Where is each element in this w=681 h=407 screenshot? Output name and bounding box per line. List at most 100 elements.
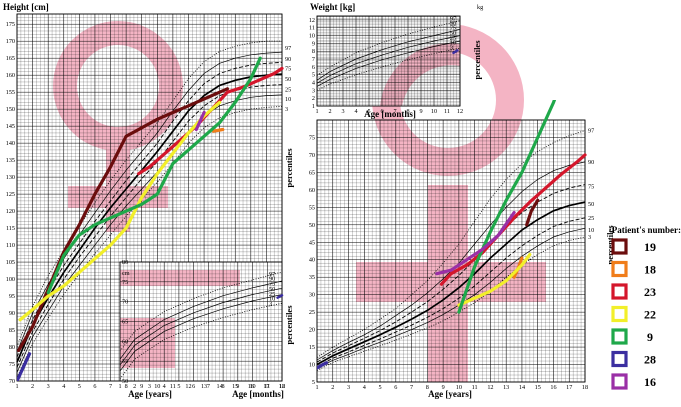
patient-28-curve: [276, 294, 284, 299]
y-tick-label: 9: [312, 40, 315, 47]
y-tick-label: 145: [6, 123, 15, 130]
legend-swatch-18: [611, 260, 628, 278]
inset-cm-label: cm: [122, 270, 130, 277]
grid-height-months: [119, 261, 283, 382]
x-tick-label: 5: [177, 383, 180, 390]
percentile-label-50: 50: [450, 30, 456, 37]
x-tick-label: 4: [354, 108, 357, 115]
percentile-3-curve: [16, 106, 283, 378]
y-tick-label: 55: [309, 204, 315, 211]
percentile-label-10: 10: [588, 227, 594, 234]
y-tick-label: 7: [312, 56, 315, 63]
y-tick-label: 50: [309, 222, 315, 229]
y-tick-label: 90: [9, 310, 15, 317]
y-tick-label: 35: [309, 274, 315, 281]
legend-swatch-19: [611, 238, 628, 255]
percentile-label-75: 75: [588, 183, 594, 190]
y-tick-label: 125: [6, 191, 15, 198]
x-tick-label: 9: [140, 383, 143, 390]
percentile-label-90: 90: [588, 159, 594, 166]
patient-curves-weight-years: [317, 100, 587, 370]
x-tick-label: 7: [109, 383, 112, 390]
x-tick-label: 12: [457, 108, 463, 115]
patient-28-curve: [317, 361, 329, 370]
y-tick-label: 80: [122, 259, 128, 266]
x-tick-label: 2: [328, 108, 331, 115]
x-tick-label: 4: [163, 383, 166, 390]
percentile-label-25: 25: [285, 86, 291, 93]
x-tick-label: 2: [331, 384, 334, 391]
x-tick-label: 3: [47, 383, 50, 390]
x-tick-label: 17: [263, 383, 269, 390]
y-tick-label: 95: [9, 293, 15, 300]
patient-28-curve: [452, 49, 459, 55]
percentile-label-10: 10: [269, 295, 275, 302]
x-tick-label: 9: [419, 108, 422, 115]
percentile-label-3: 3: [269, 300, 272, 307]
y-tick-label: 25: [309, 309, 315, 316]
weight-axis-title: Weight [kg]: [310, 2, 355, 12]
x-tick-label: 13: [201, 383, 207, 390]
inset-pink-bar: [120, 270, 240, 286]
legend-label-16: 16: [644, 375, 656, 389]
legend-label-9: 9: [647, 330, 653, 344]
patient-22-curve: [18, 100, 222, 322]
x-tick-label: 3: [148, 383, 151, 390]
percentile-3-curve: [316, 236, 586, 371]
patient-9-curve: [46, 56, 262, 295]
x-tick-label: 1: [15, 383, 18, 390]
percentile-75-curve: [316, 184, 586, 363]
height-x-axis-title: Age [years]: [128, 389, 172, 399]
x-tick-label: 4: [363, 384, 366, 391]
y-tick-label: 2: [312, 95, 315, 102]
y-tick-label: 160: [6, 72, 15, 79]
y-tick-label: 20: [309, 327, 315, 334]
percentile-labels-weight-years: 97 90 75 50 25 103: [588, 127, 594, 241]
percentile-curves-height-months-inset: [119, 271, 283, 380]
y-tick-label: 40: [309, 257, 315, 264]
percentile-label-75: 75: [450, 25, 456, 32]
x-tick-label: 6: [394, 384, 397, 391]
percentile-label-97: 97: [285, 45, 291, 52]
percentile-50-curve: [119, 287, 283, 366]
percentile-label-3: 3: [285, 106, 288, 113]
percentile-25-curve: [119, 294, 283, 372]
percentile-25-curve: [316, 217, 586, 367]
x-tick-label: 8: [222, 383, 225, 390]
legend-swatch-28: [611, 350, 628, 368]
patient-23-curve: [439, 153, 587, 286]
legend-swatch-16: [611, 373, 628, 390]
inset-percentiles-label: percentiles: [284, 305, 294, 345]
legend-title: Patient's number:: [612, 225, 681, 235]
percentile-curves-weight-months-inset: [316, 20, 461, 91]
y-tick-label: 1: [312, 103, 315, 110]
weight-x-axis-title: Age [years]: [428, 389, 472, 399]
weight-percentiles-label: percentiles: [472, 40, 482, 80]
percentile-label-75: 75: [285, 65, 291, 72]
plot-frame: [316, 15, 461, 107]
x-tick-label: 18: [582, 384, 588, 391]
percentile-50-curve: [316, 35, 461, 84]
y-tick-label: 105: [6, 259, 15, 266]
percentile-label-10: 10: [285, 96, 291, 103]
y-tick-label: 75: [122, 279, 128, 286]
x-tick-label: 14: [519, 384, 525, 391]
weight-kg-label: kg: [477, 4, 483, 11]
x-tick-label: 2: [133, 383, 136, 390]
y-tick-label: 30: [309, 292, 315, 299]
x-tick-label: 12: [487, 384, 493, 391]
x-tick-label: 6: [380, 108, 383, 115]
y-tick-label: 50: [122, 378, 128, 385]
percentile-50-curve: [16, 73, 283, 363]
legend-percentiles-label: percentiles: [605, 225, 615, 265]
y-tick-label: 10: [309, 362, 315, 369]
y-tick-label: 75: [309, 134, 315, 141]
percentile-label-50: 50: [269, 286, 275, 293]
patient-9-curve: [457, 100, 557, 314]
patient-19-curve: [525, 198, 540, 227]
patient-legend: Patient's number:percentiles 19 18 23 22 9 28 1…: [605, 225, 681, 390]
percentile-label-90: 90: [269, 276, 275, 283]
y-tick-label: 70: [9, 378, 15, 385]
